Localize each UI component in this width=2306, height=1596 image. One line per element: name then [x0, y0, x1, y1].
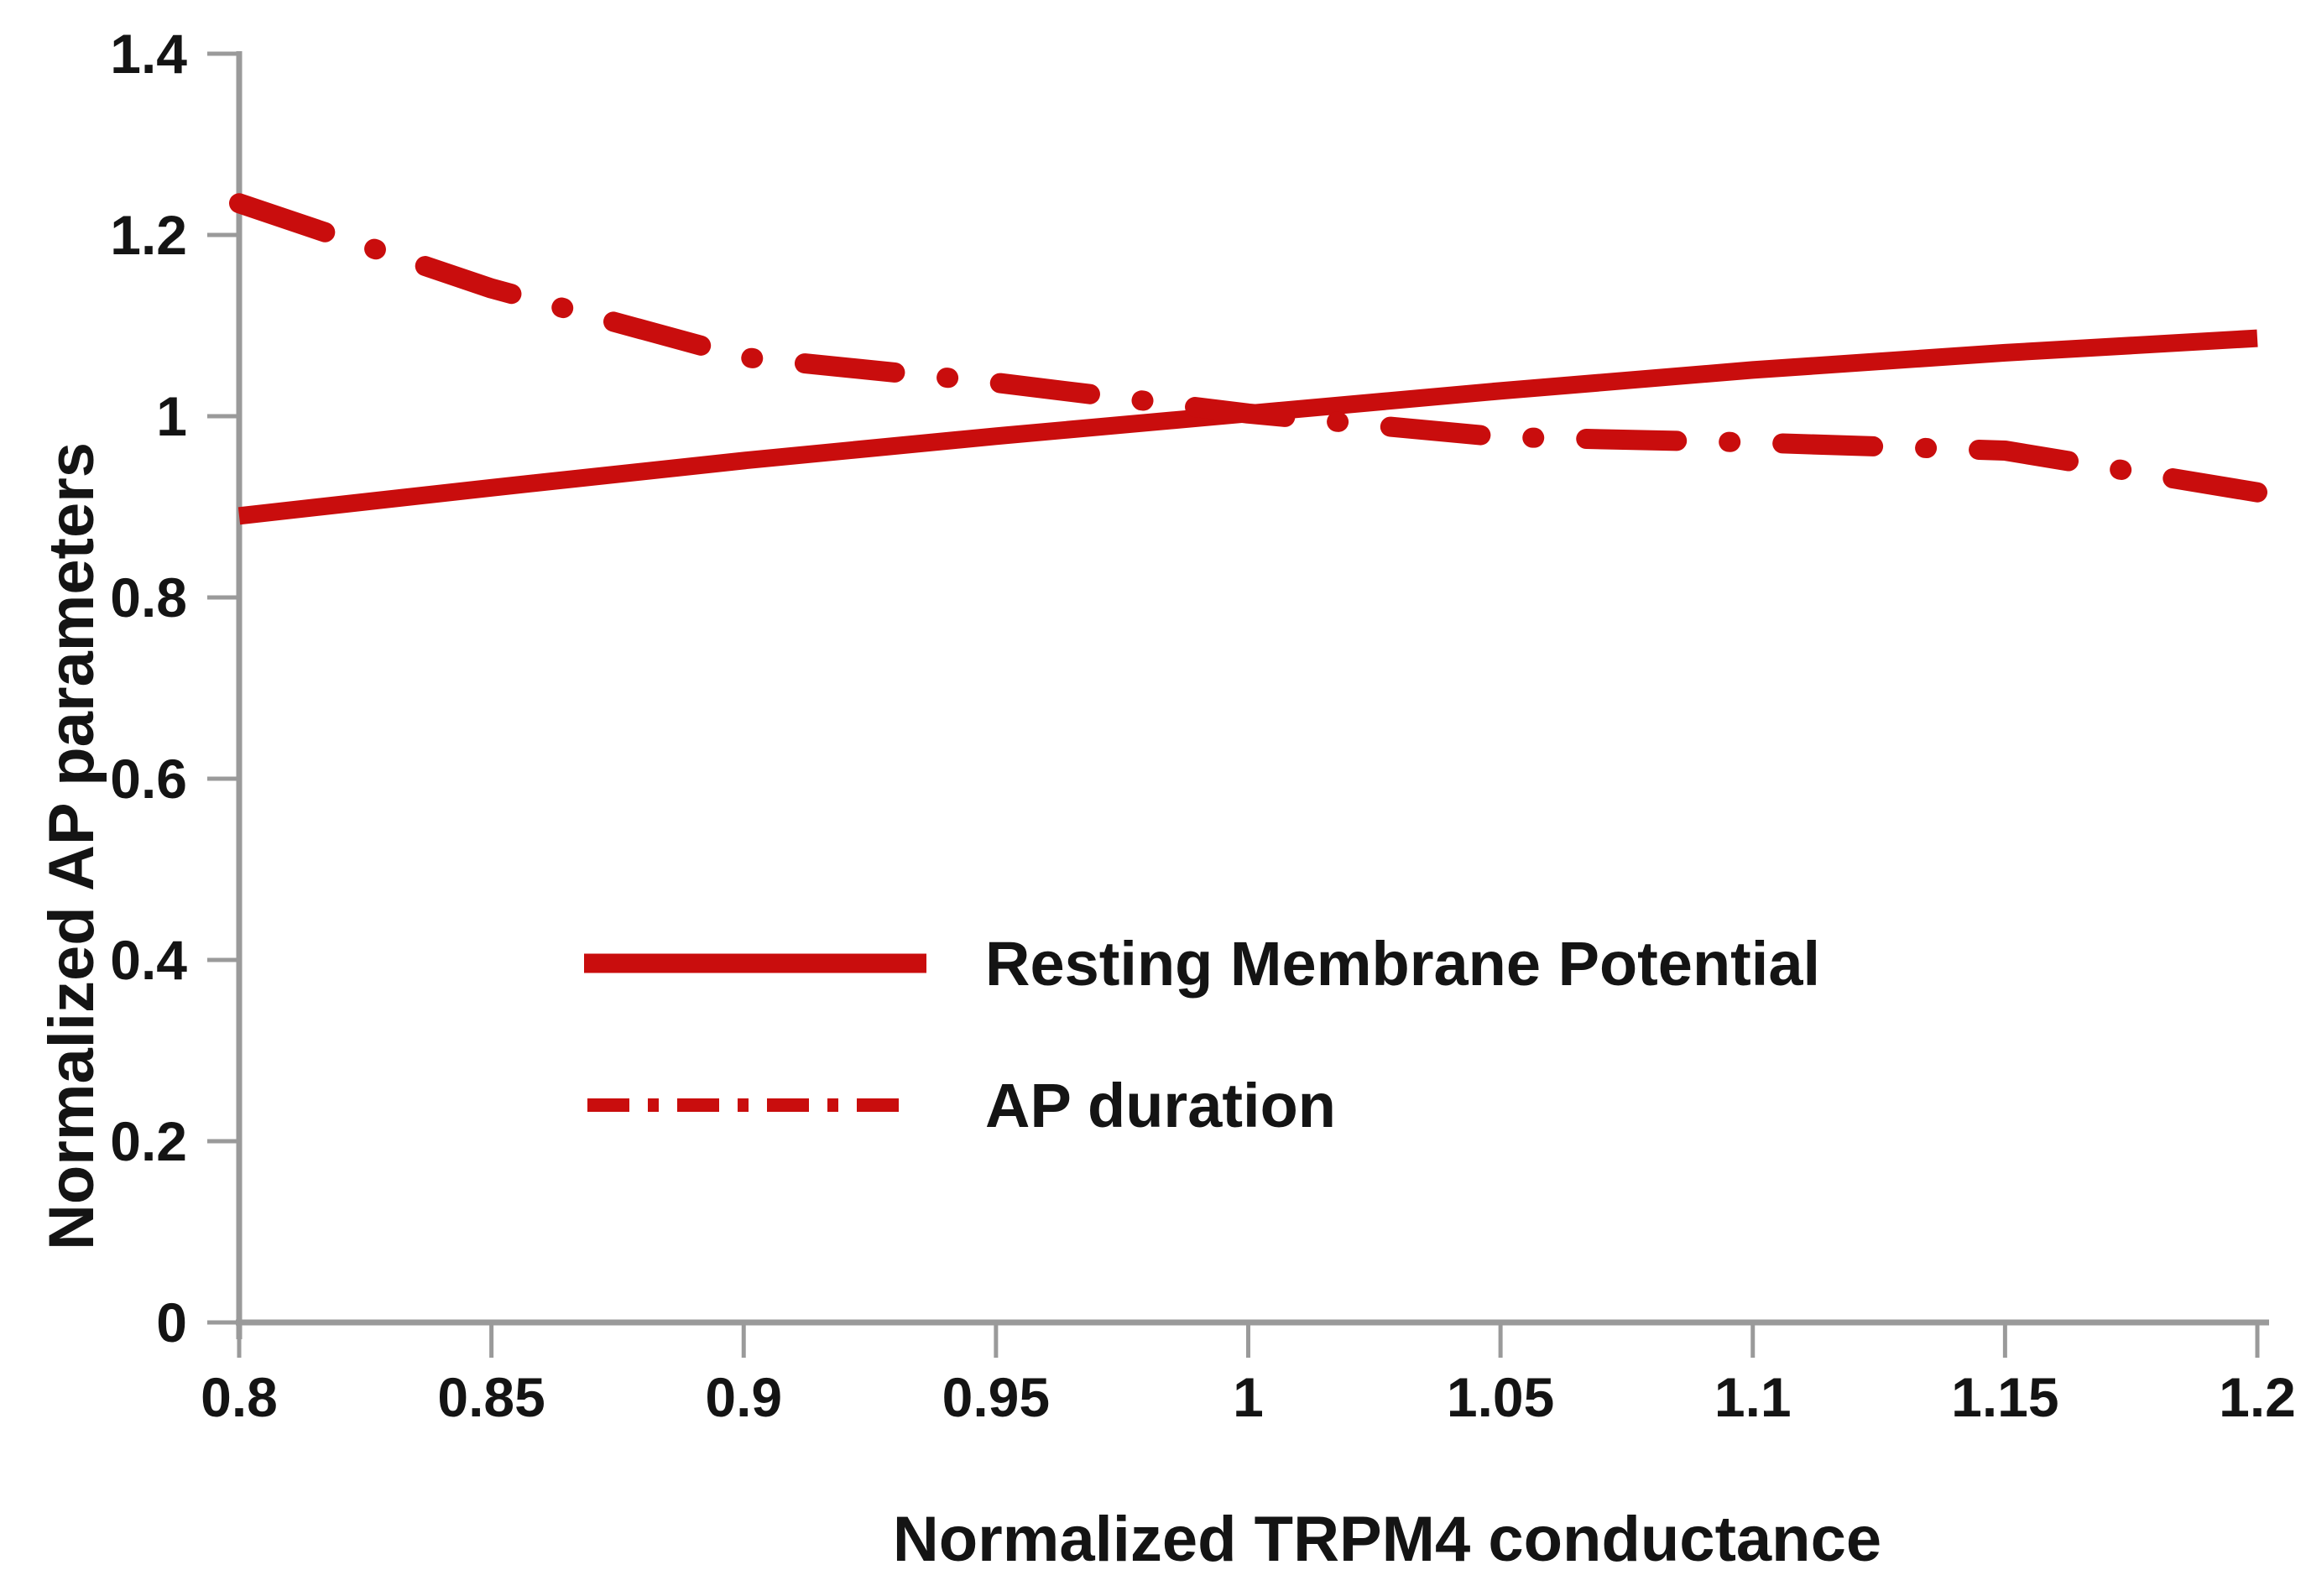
dash-dot-line-swatch-icon — [587, 1098, 908, 1112]
legend-label-ap-duration: AP duration — [985, 1070, 1336, 1140]
legend-item-resting-membrane-potential: Resting Membrane Potential — [579, 926, 2006, 1001]
x-tick-label: 1 — [1233, 1366, 1264, 1428]
x-tick-label: 1.2 — [2219, 1366, 2296, 1428]
x-axis-title: Normalized TRPM4 conductance — [892, 1504, 1882, 1575]
solid-line-swatch-icon — [584, 953, 926, 973]
x-tick-label: 1.15 — [1951, 1366, 2058, 1428]
y-tick-label: 0.8 — [110, 566, 187, 628]
legend-item-ap-duration: AP duration — [579, 1067, 2006, 1143]
y-axis-title: Normalized AP parameters — [36, 441, 107, 1250]
x-tick-label: 0.85 — [437, 1366, 545, 1428]
y-tick-label: 0 — [156, 1291, 187, 1353]
x-tick-label: 0.9 — [705, 1366, 782, 1428]
y-tick-label: 1.2 — [110, 204, 187, 266]
series-line-ap-duration — [229, 193, 2267, 503]
x-tick-label: 1.05 — [1447, 1366, 1554, 1428]
y-tick-label: 0.4 — [110, 929, 187, 991]
y-tick-label: 1 — [156, 385, 187, 447]
legend: Resting Membrane Potential AP duration — [579, 926, 2006, 1143]
y-tick-label: 0.6 — [110, 748, 187, 810]
x-tick-label: 1.1 — [1714, 1366, 1792, 1428]
y-tick-label: 0.2 — [110, 1110, 187, 1172]
x-tick-label: 0.95 — [942, 1366, 1050, 1428]
legend-label-resting-membrane-potential: Resting Membrane Potential — [985, 928, 1821, 999]
y-tick-label: 1.4 — [110, 23, 187, 85]
series-line-resting-membrane-potential — [237, 329, 2258, 525]
x-tick-label: 0.8 — [201, 1366, 278, 1428]
